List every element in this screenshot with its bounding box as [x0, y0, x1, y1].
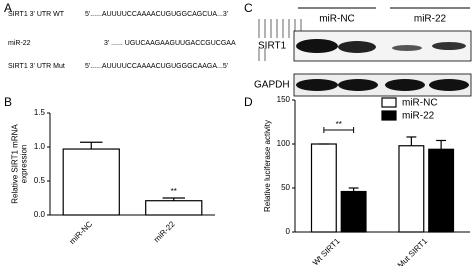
panel-label: D: [244, 95, 253, 109]
bar: [62, 148, 120, 216]
annotation: **: [336, 120, 342, 129]
sequence: 5'......AUUUUCCAAAACUGUGGGCAAGA...5': [85, 63, 228, 70]
error-bar: [406, 136, 417, 146]
seq-label: SIRT1 3' UTR WT: [8, 11, 65, 18]
y-tick-label: 0.0: [34, 210, 46, 219]
blot-group: miR-NC: [319, 14, 355, 25]
blot-sirt1: [293, 30, 472, 62]
legend-label: miR-NC: [402, 98, 438, 109]
panel-label: A: [4, 1, 12, 15]
error-bar: [348, 187, 359, 192]
y-tick-label: 1.5: [34, 108, 46, 117]
bar: [428, 148, 455, 233]
sequence: 5'......AUUUUCCAAAACUGUGGCAGCUA...3': [85, 11, 228, 18]
panel-label: B: [4, 95, 12, 109]
pairing-lines: [258, 19, 302, 61]
y-tick-label: 0: [286, 227, 291, 236]
blot-row: GAPDH: [254, 80, 290, 91]
error-bar: [162, 197, 185, 201]
y-axis-label: expression: [20, 145, 29, 184]
legend-swatch: [381, 110, 397, 121]
error-bar: [80, 141, 103, 150]
y-tick-label: 50: [281, 183, 290, 192]
y-tick-label: 150: [277, 95, 291, 104]
seq-label: miR-22: [8, 40, 31, 47]
error-bar: [436, 139, 447, 150]
blot-row: SIRT1: [258, 41, 287, 52]
bar: [398, 145, 425, 233]
y-axis-label: Relative SIRT1 mRNA: [11, 124, 20, 204]
panel-label: C: [244, 1, 253, 15]
blot-gapdh: [293, 73, 472, 97]
sequence: 3' ...... UGUCAAGAAGUUGACCGUCGAA: [104, 40, 236, 47]
y-tick-label: 1.0: [34, 142, 46, 151]
annotation: **: [171, 187, 177, 196]
bar: [340, 190, 367, 233]
x-tick-label: miR-NC: [68, 219, 95, 246]
seq-label: SIRT1 3' UTR Mut: [8, 63, 65, 70]
x-tick-label: Wt SIRT1: [311, 236, 342, 266]
y-tick-label: 0.5: [34, 176, 46, 185]
y-tick-label: 100: [277, 139, 291, 148]
x-tick-label: Mut SIRT1: [396, 236, 430, 266]
legend-label: miR-22: [402, 111, 435, 122]
bar: [145, 200, 203, 216]
x-tick-label: miR-22: [152, 219, 177, 244]
y-axis-label: Relative luciferase activity: [263, 120, 272, 212]
legend-swatch: [381, 97, 397, 108]
blot-group: miR-22: [414, 14, 447, 25]
bar: [310, 143, 337, 233]
